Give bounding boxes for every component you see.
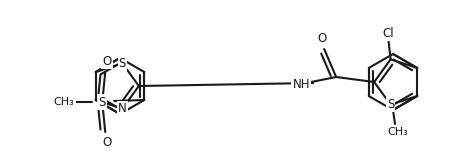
Text: CH₃: CH₃: [388, 127, 408, 137]
Text: Cl: Cl: [383, 27, 395, 40]
Text: S: S: [99, 95, 106, 109]
Text: O: O: [102, 55, 112, 67]
Text: O: O: [318, 33, 327, 46]
Text: S: S: [118, 57, 126, 70]
Text: NH: NH: [293, 79, 310, 91]
Text: CH₃: CH₃: [54, 97, 75, 107]
Text: N: N: [118, 102, 127, 115]
Text: S: S: [387, 98, 394, 111]
Text: O: O: [102, 137, 112, 149]
